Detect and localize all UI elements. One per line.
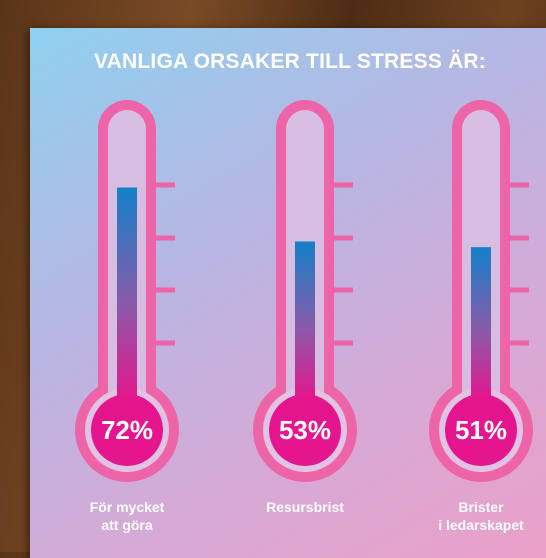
mercury [295, 241, 315, 400]
chart: 72% 53% 51% [30, 28, 546, 558]
category-label: Brister i ledarskapet [406, 498, 546, 534]
page: VANLIGA ORSAKER TILL STRESS ÄR: 72%53%51… [0, 0, 546, 552]
infographic-card: VANLIGA ORSAKER TILL STRESS ÄR: 72%53%51… [30, 28, 546, 558]
value-label: 72% [101, 415, 153, 445]
mercury [117, 188, 137, 400]
value-label: 53% [279, 415, 331, 445]
category-label: För mycket att göra [52, 498, 202, 534]
value-label: 51% [455, 415, 507, 445]
category-label: Resursbrist [230, 498, 380, 516]
mercury [471, 247, 491, 400]
